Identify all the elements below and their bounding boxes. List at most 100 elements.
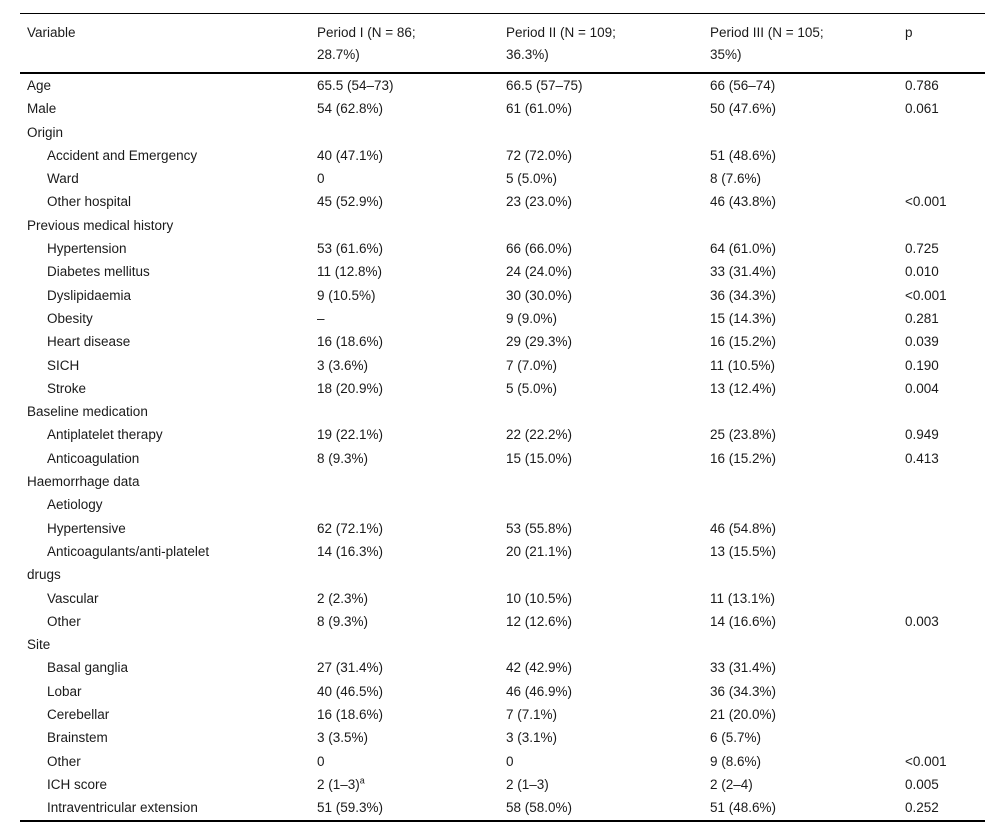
period2-value: 7 (7.0%) <box>506 357 558 373</box>
period2-value <box>506 470 710 493</box>
column-header-period2: Period II (N = 109; 36.3%) <box>506 13 710 74</box>
table-row: Lobar 40 (46.5%) 46 (46.9%) 36 (34.3%) <box>20 680 985 703</box>
period2-value: 72 (72.0%) <box>506 147 573 163</box>
p-value: <0.001 <box>905 287 947 303</box>
row-label: Other <box>47 613 81 629</box>
period1-value: 40 (46.5%) <box>317 683 384 699</box>
period3-value <box>710 633 905 656</box>
period2-value: 66 (66.0%) <box>506 241 573 257</box>
column-header-period3-line2: 35%) <box>710 47 742 62</box>
period2-value: 12 (12.6%) <box>506 613 573 629</box>
period1-value: 2 (1–3)a <box>317 775 365 792</box>
table-row: Intraventricular extension 51 (59.3%) 58 (… <box>20 796 985 820</box>
period2-value <box>506 121 710 144</box>
p-value <box>905 167 985 190</box>
period2-value: 9 (9.0%) <box>506 310 558 326</box>
p-value <box>905 470 985 493</box>
row-label: Site <box>27 637 51 653</box>
period1-value <box>317 633 506 656</box>
period2-value: 0 <box>506 753 514 769</box>
period1-value: 8 (9.3%) <box>317 450 369 466</box>
period2-value: 24 (24.0%) <box>506 264 573 280</box>
period1-value: 18 (20.9%) <box>317 380 384 396</box>
row-label: Accident and Emergency <box>47 147 198 163</box>
period3-value <box>710 121 905 144</box>
period2-value <box>506 400 710 423</box>
table-row: Previous medical history <box>20 214 985 237</box>
period1-value <box>317 470 506 493</box>
period1-value: 3 (3.5%) <box>317 730 369 746</box>
period2-value <box>506 563 710 586</box>
p-value: 0.413 <box>905 450 939 466</box>
table-row: Aetiology <box>20 493 985 516</box>
table-row: Baseline medication <box>20 400 985 423</box>
column-header-period1-line1: Period I (N = 86; <box>317 25 416 40</box>
table-row: Other 0 0 9 (8.6%) <0.001 <box>20 750 985 773</box>
p-value <box>905 703 985 726</box>
period2-value: 20 (21.1%) <box>506 543 573 559</box>
period1-value: 40 (47.1%) <box>317 147 384 163</box>
period3-value: 51 (48.6%) <box>710 147 777 163</box>
p-value <box>905 517 985 540</box>
period2-value: 42 (42.9%) <box>506 660 573 676</box>
row-label: drugs <box>27 567 61 583</box>
period3-value: 11 (10.5%) <box>710 357 776 373</box>
p-value: 0.190 <box>905 357 939 373</box>
table-row: Ward 0 5 (5.0%) 8 (7.6%) <box>20 167 985 190</box>
period1-value: 65.5 (54–73) <box>317 78 394 93</box>
period3-value: 36 (34.3%) <box>710 683 777 699</box>
period1-value: 0 <box>317 171 325 187</box>
period3-value: 25 (23.8%) <box>710 427 777 443</box>
row-label: Basal ganglia <box>47 660 129 676</box>
table-row: Age 65.5 (54–73) 66.5 (57–75) 66 (56–74) 0.7… <box>20 73 985 97</box>
period1-value: 16 (18.6%) <box>317 334 384 350</box>
period1-value: 62 (72.1%) <box>317 520 384 536</box>
period1-value: 11 (12.8%) <box>317 264 383 280</box>
period3-value: 15 (14.3%) <box>710 310 777 326</box>
period2-value: 7 (7.1%) <box>506 707 558 723</box>
period3-value <box>710 563 905 586</box>
p-value <box>905 656 985 679</box>
table-row: Brainstem 3 (3.5%) 3 (3.1%) 6 (5.7%) <box>20 726 985 749</box>
period1-value: 53 (61.6%) <box>317 241 384 257</box>
column-header-period3-line1: Period III (N = 105; <box>710 25 824 40</box>
period3-value: 13 (15.5%) <box>710 543 777 559</box>
column-header-period2-line1: Period II (N = 109; <box>506 25 616 40</box>
row-label: Antiplatelet therapy <box>47 427 163 443</box>
table-row: Other hospital 45 (52.9%) 23 (23.0%) 46 (43… <box>20 190 985 213</box>
p-value: <0.001 <box>905 194 947 210</box>
period1-value: 16 (18.6%) <box>317 707 384 723</box>
period1-value: 51 (59.3%) <box>317 800 384 816</box>
row-label: Ward <box>47 171 79 187</box>
row-label: Baseline medication <box>27 404 148 420</box>
p-value <box>905 587 985 610</box>
table-row: Hypertensive 62 (72.1%) 53 (55.8%) 46 (54.8… <box>20 517 985 540</box>
period3-value <box>710 493 905 516</box>
p-value: <0.001 <box>905 753 947 769</box>
period3-value <box>710 470 905 493</box>
period2-value: 30 (30.0%) <box>506 287 573 303</box>
table-row: Anticoagulation 8 (9.3%) 15 (15.0%) 16 (15.… <box>20 447 985 470</box>
row-label: Anticoagulants/anti-platelet <box>47 543 210 559</box>
period3-value: 11 (13.1%) <box>710 590 776 606</box>
period1-value: 19 (22.1%) <box>317 427 384 443</box>
row-label: Stroke <box>47 380 87 396</box>
period3-value <box>710 214 905 237</box>
column-header-variable: Variable <box>20 13 317 74</box>
p-value: 0.003 <box>905 613 939 629</box>
p-value <box>905 400 985 423</box>
p-value: 0.004 <box>905 380 939 396</box>
period2-value: 53 (55.8%) <box>506 520 573 536</box>
p-value <box>905 540 985 563</box>
period2-value <box>506 493 710 516</box>
period1-value: – <box>317 310 325 326</box>
period3-value: 46 (54.8%) <box>710 520 777 536</box>
p-value: 0.061 <box>905 101 939 117</box>
row-label: Male <box>27 101 57 117</box>
table-row: Other 8 (9.3%) 12 (12.6%) 14 (16.6%) 0.003 <box>20 610 985 633</box>
row-label: Heart disease <box>47 334 131 350</box>
row-label: SICH <box>47 357 80 373</box>
period3-value: 2 (2–4) <box>710 776 753 792</box>
period2-value: 29 (29.3%) <box>506 334 573 350</box>
table-row: Origin <box>20 121 985 144</box>
